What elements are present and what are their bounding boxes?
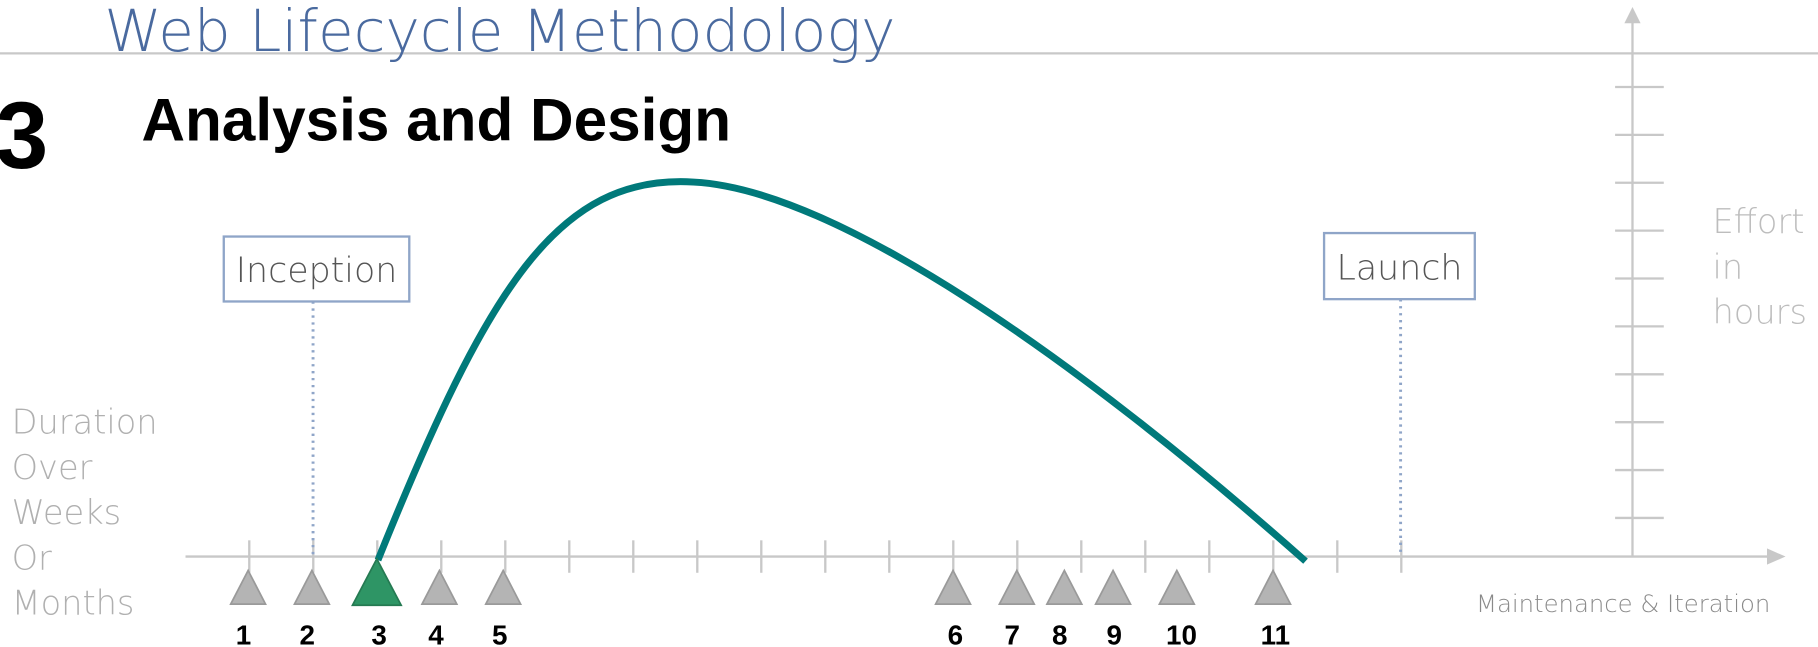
milestone: [1045, 568, 1084, 605]
effort-axis: [1615, 6, 1664, 557]
duration-label-line: Over: [12, 448, 93, 487]
milestone-label: 1: [236, 620, 251, 647]
milestone: [484, 568, 523, 605]
effort-label: Effort in hours: [1712, 202, 1807, 331]
milestone: [1254, 568, 1292, 605]
milestone: [998, 568, 1036, 605]
launch-box: [1322, 231, 1476, 301]
milestones: 1 2 3 4 5 6 7 8 9 10 11: [229, 556, 1292, 647]
milestone-label: 5: [492, 620, 507, 647]
milestone: [934, 568, 972, 605]
milestone-label: 6: [948, 620, 963, 647]
milestone: [1158, 568, 1196, 605]
duration-label-line: Months: [12, 584, 135, 623]
milestone: [293, 568, 331, 605]
milestone-label: 8: [1052, 620, 1067, 647]
effort-label-line: in: [1712, 247, 1743, 286]
milestone-label: 11: [1261, 620, 1290, 647]
milestone-label: 3: [371, 620, 386, 647]
milestone: [1094, 568, 1132, 605]
effort-label-line: hours: [1712, 293, 1807, 332]
step-number: 3: [0, 83, 48, 189]
duration-label-line: Duration: [12, 403, 158, 442]
inception-box: [222, 235, 411, 303]
duration-label-line: Or: [12, 538, 52, 577]
milestone-label: 10: [1166, 620, 1197, 647]
effort-curve: [374, 178, 1308, 564]
duration-label: Duration Over Weeks Or Months: [12, 403, 158, 623]
milestone-label: 9: [1106, 620, 1121, 647]
milestone: [420, 568, 459, 605]
launch-label: Launch: [1336, 248, 1462, 288]
maintenance-label: Maintenance & Iteration: [1476, 589, 1770, 618]
milestone-label: 4: [428, 620, 444, 647]
duration-label-line: Weeks: [12, 493, 122, 532]
time-axis: [185, 540, 1786, 573]
milestone-label: 2: [300, 620, 315, 647]
slide-title: Web Lifecycle Methodology: [104, 0, 895, 65]
inception-label: Inception: [236, 251, 397, 291]
current-milestone: [351, 556, 403, 607]
step-title: Analysis and Design: [141, 85, 731, 153]
effort-label-line: Effort: [1712, 202, 1804, 241]
milestone-label: 7: [1004, 620, 1019, 647]
milestone: [229, 568, 267, 605]
